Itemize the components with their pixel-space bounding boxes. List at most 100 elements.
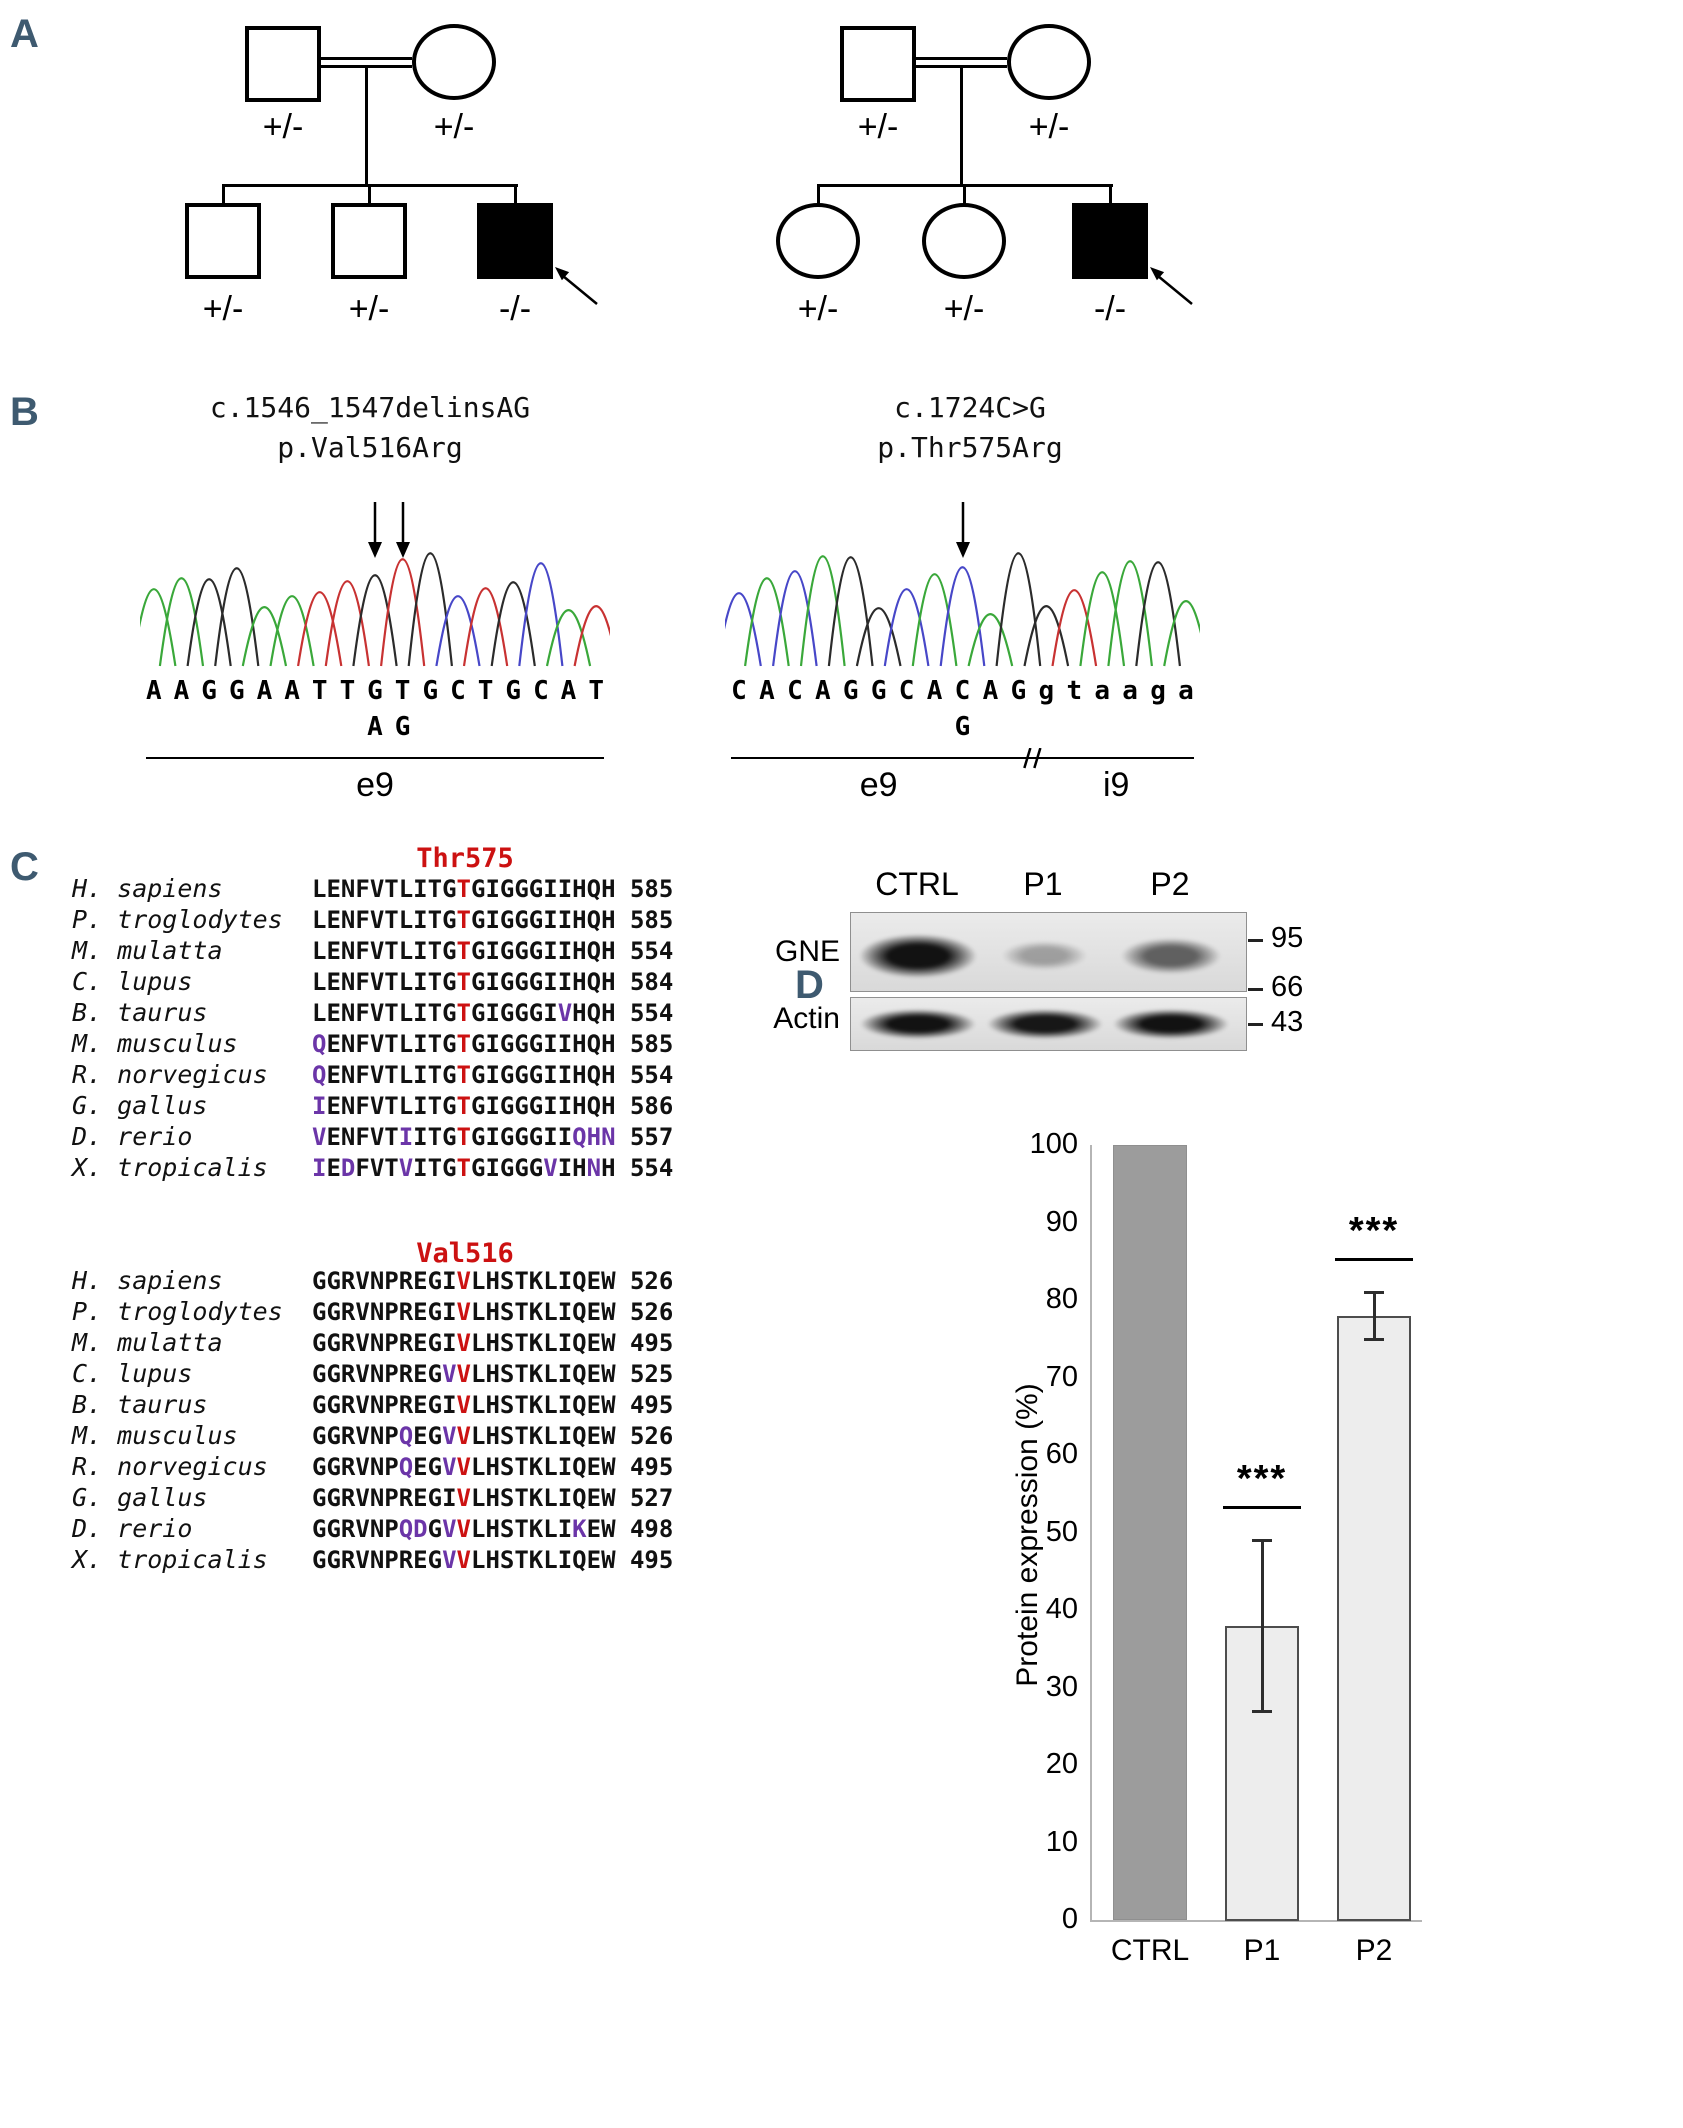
protein-expression-chart: 100 90 80 70 60 50 40 30 20 10 0 CTRL *** P1 *** P2 Prot… — [1000, 1120, 1470, 2020]
child-symbol — [331, 203, 407, 279]
base-letter: A — [173, 676, 190, 706]
significance-stars: *** — [1348, 1210, 1400, 1252]
residue-number: 495 — [615, 1453, 674, 1481]
protein-band — [859, 934, 977, 978]
base-letter: G — [870, 676, 887, 706]
alignment-val516: H. sapiens GGRVNPREGIVLHSTKLIQEW 526 P. tr… — [72, 1266, 673, 1576]
marker-66: 66 — [1271, 971, 1304, 1003]
mutation-arrow-icon — [394, 500, 412, 558]
residue-number: 586 — [615, 1092, 674, 1120]
base-letter: C — [898, 676, 915, 706]
base-letter: g — [1150, 676, 1166, 706]
father-symbol — [245, 26, 321, 102]
residue-number: 554 — [615, 1061, 674, 1089]
significance-line — [1223, 1506, 1301, 1509]
base-letter: t — [1066, 676, 1083, 706]
mutation-arrow-icon — [366, 500, 384, 558]
y-tick-label: 90 — [1045, 1206, 1078, 1238]
father-symbol — [840, 26, 916, 102]
base-letter: A — [814, 676, 831, 706]
base-letter: A — [256, 676, 273, 706]
residue-sequence: GGRVNPREGIVLHSTKLIQEW — [312, 1391, 616, 1419]
base-letter: g — [1038, 676, 1055, 706]
y-tick-label: 70 — [1045, 1361, 1078, 1393]
y-axis-title: Protein expression (%) — [1011, 1383, 1044, 1687]
alignment-row: B. taurus LENFVTLITGTGIGGGIVHQH 554 — [72, 998, 673, 1029]
species-name: X. tropicalis — [72, 1545, 268, 1574]
residue-number: 495 — [615, 1329, 674, 1357]
mother-symbol — [412, 24, 496, 100]
residue-sequence: LENFVTLITGTGIGGGIVHQH — [312, 999, 616, 1027]
lane-label-ctrl: CTRL — [875, 866, 959, 902]
residue-sequence: GGRVNPQDGVVLHSTKLIKEW — [312, 1515, 616, 1543]
alignment-row: H. sapiens LENFVTLITGTGIGGGIIHQH 585 — [72, 874, 673, 905]
base-letter: C — [954, 676, 971, 706]
alignment-row: R. norvegicus QENFVTLITGTGIGGGIIHQH 554 — [72, 1060, 673, 1091]
base-letter: G — [505, 676, 522, 706]
alignment-row: G. gallus GGRVNPREGIVLHSTKLIQEW 527 — [72, 1483, 673, 1514]
residue-number: 498 — [615, 1515, 674, 1543]
species-name: M. mulatta — [72, 936, 223, 965]
protein-band — [1002, 941, 1087, 970]
child-drop-line — [514, 184, 517, 205]
residue-number: 557 — [615, 1123, 674, 1151]
marker-95: 95 — [1271, 922, 1304, 954]
child-symbol — [776, 203, 860, 279]
residue-sequence: QENFVTLITGTGIGGGIIHQH — [312, 1030, 616, 1058]
species-name: H. sapiens — [72, 874, 223, 903]
mutation-protein-1: p.Val516Arg — [277, 431, 463, 464]
exon-label: e9 — [859, 766, 898, 804]
lane-label-p1: P1 — [1023, 866, 1063, 902]
y-tick-label: 80 — [1045, 1283, 1078, 1315]
alignment-row: H. sapiens GGRVNPREGIVLHSTKLIQEW 526 — [72, 1266, 673, 1297]
alignment-row: R. norvegicus GGRVNPQEGVVLHSTKLIQEW 495 — [72, 1452, 673, 1483]
species-name: H. sapiens — [72, 1266, 223, 1295]
pedigree-family-1: +/- +/- +/- +/- -/- — [150, 16, 670, 361]
alignment-row: M. musculus QENFVTLITGTGIGGGIIHQH 585 — [72, 1029, 673, 1060]
residue-sequence: VENFVTIITGTGIGGGIIQHN — [312, 1123, 616, 1151]
base-letter: T — [311, 676, 328, 706]
species-name: G. gallus — [72, 1091, 208, 1120]
base-letter: C — [533, 676, 549, 706]
error-bar-cap — [1252, 1539, 1272, 1542]
alignment-title-thr575: Thr575 — [416, 843, 514, 874]
x-category-label: P2 — [1355, 1934, 1393, 1967]
species-name: R. norvegicus — [72, 1452, 268, 1481]
gne-row-label: GNE — [774, 935, 840, 968]
mutation-cdna-2: c.1724C>G — [894, 391, 1046, 424]
gne-blot: 95 66 — [850, 912, 1303, 1003]
y-tick-label: 20 — [1045, 1748, 1078, 1780]
protein-band — [987, 1009, 1103, 1039]
marker-43: 43 — [1271, 1006, 1304, 1038]
base-letter: A — [926, 676, 943, 706]
descent-line — [365, 65, 368, 186]
marker-tick — [1248, 939, 1263, 942]
child-genotype: +/- — [943, 290, 985, 328]
x-category-label: CTRL — [1110, 1934, 1190, 1967]
alignment-row: M. mulatta LENFVTLITGTGIGGGIIHQH 554 — [72, 936, 673, 967]
base-letter: G — [422, 676, 439, 706]
affected-child-symbol — [1072, 203, 1148, 279]
species-name: B. taurus — [72, 1390, 208, 1419]
panel-a-label: A — [10, 12, 39, 56]
father-genotype: +/- — [857, 108, 899, 146]
residue-number: 584 — [615, 968, 674, 996]
marker-tick — [1248, 1023, 1263, 1026]
sequence-underline — [725, 747, 1200, 774]
error-bar-cap — [1364, 1291, 1384, 1294]
alignment-row: G. gallus IENFVTLITGTGIGGGIIHQH 586 — [72, 1091, 673, 1122]
base-letter: T — [339, 676, 356, 706]
residue-sequence: GGRVNPREGVVLHSTKLIQEW — [312, 1360, 616, 1388]
base-letter: A — [145, 676, 162, 706]
base-letter: G — [1010, 676, 1027, 706]
residue-sequence: IEDFVTVITGTGIGGGVIHNH — [312, 1154, 616, 1182]
child-genotype: -/- — [498, 290, 532, 328]
alignment-row: M. musculus GGRVNPQEGVVLHSTKLIQEW 526 — [72, 1421, 673, 1452]
base-letter: T — [588, 676, 605, 706]
residue-sequence: LENFVTLITGTGIGGGIIHQH — [312, 937, 616, 965]
residue-number: 585 — [615, 906, 674, 934]
residue-number: 585 — [615, 875, 674, 903]
base-letter: G — [367, 676, 383, 706]
residue-sequence: GGRVNPREGIVLHSTKLIQEW — [312, 1298, 616, 1326]
